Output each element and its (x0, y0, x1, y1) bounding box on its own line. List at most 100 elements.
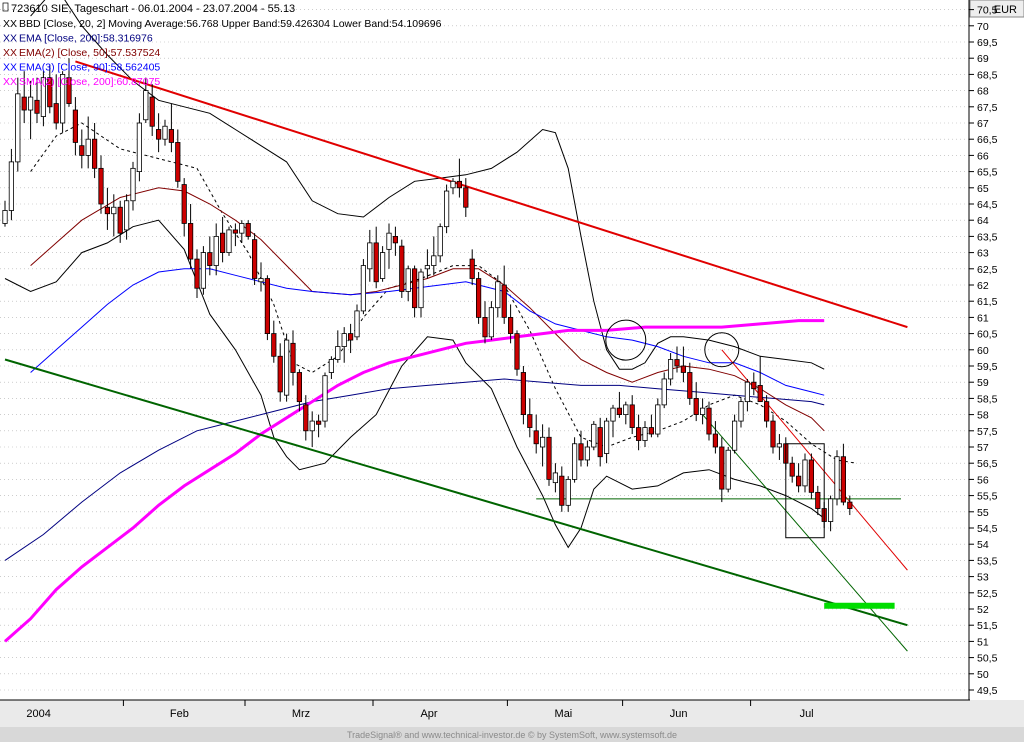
candle (392, 226, 399, 256)
candle-body (610, 407, 616, 422)
candle-body (194, 258, 200, 289)
candle-body (53, 103, 59, 124)
candle (668, 353, 674, 386)
candle-body (584, 446, 591, 461)
candle-body (559, 475, 565, 506)
candle (776, 434, 783, 460)
candle (373, 226, 379, 289)
y-tick-label: 70 (977, 21, 989, 33)
y-tick-label: 52,5 (977, 588, 998, 600)
candle-body (181, 184, 187, 224)
candle (149, 84, 155, 136)
y-tick-label: 51 (977, 636, 989, 648)
candle-body (642, 427, 648, 441)
legend-text: EMA(3) [Close, 90]:58.562405 (19, 62, 160, 74)
candle (488, 301, 495, 341)
y-tick-label: 52 (977, 604, 989, 616)
candle (680, 346, 687, 383)
y-tick-label: 55,5 (977, 491, 998, 503)
y-tick-label: 66 (977, 150, 989, 162)
x-tick-label: Jul (800, 708, 814, 720)
candle-body (296, 372, 303, 403)
candle (693, 382, 699, 422)
resistance-line (75, 60, 908, 329)
candle-body (751, 381, 757, 390)
candle (232, 223, 238, 247)
y-tick-label: 60,5 (977, 329, 998, 341)
y-tick-label: 59,5 (977, 361, 998, 373)
candle (610, 404, 616, 438)
candle (559, 466, 565, 512)
candle-body (251, 239, 258, 279)
legend-text: BBD [Close, 20, 2] Moving Average:56.768… (19, 18, 442, 30)
candle-body (8, 161, 14, 211)
y-tick-label: 49,5 (977, 685, 998, 697)
candle-body (15, 93, 21, 163)
indicator-bbd-upper-band (30, 0, 825, 370)
candle (572, 437, 578, 483)
y-tick-label: 67,5 (977, 102, 998, 114)
candle-body (373, 242, 379, 283)
candle-body (392, 235, 399, 244)
candle (309, 411, 315, 447)
candle-body (770, 420, 776, 448)
highlight-box (785, 443, 825, 539)
candle (155, 113, 162, 153)
candle-body (328, 359, 335, 373)
candle (616, 391, 623, 418)
y-tick-label: 53 (977, 572, 989, 584)
candle-body (565, 478, 571, 506)
candle (66, 58, 72, 107)
candle-body (578, 443, 584, 461)
candle-body (764, 401, 770, 422)
legend-entry: XX BBD [Close, 20, 2] Moving Average:56.7… (3, 18, 442, 30)
candle-body (757, 385, 763, 403)
y-tick-label: 65,5 (977, 167, 998, 179)
candle-body (405, 268, 411, 292)
y-tick-label: 69,5 (977, 37, 998, 49)
support-line (4, 358, 908, 627)
candle (219, 216, 226, 263)
candle-body (85, 138, 91, 156)
candle (72, 97, 78, 156)
legend-text: SMA(2) [Close, 200]:60.87075 (19, 76, 160, 88)
candle (271, 320, 277, 363)
candle-body (732, 420, 738, 451)
candle-body (443, 190, 450, 228)
candle (386, 223, 392, 269)
currency-box (969, 0, 1024, 18)
candle-body (219, 232, 226, 254)
legend-prefix: XX (3, 18, 17, 30)
candle-body (277, 355, 283, 393)
y-tick-label: 62 (977, 280, 989, 292)
candle (8, 148, 14, 221)
y-tick-label: 57,5 (977, 426, 998, 438)
y-tick-label: 69 (977, 53, 989, 65)
candle-body (66, 77, 72, 104)
candle-body (354, 310, 360, 338)
candle (552, 463, 559, 493)
y-tick-label: 54 (977, 539, 989, 551)
candle (53, 74, 59, 130)
candle-body (315, 420, 322, 425)
candle (296, 369, 303, 412)
candle-body (687, 372, 693, 399)
y-axis-ticks: 49,5 50 50,5 51 51,5 52 52,5 53 53,5 54 54,5 55 55,5… (969, 5, 998, 697)
candle-body (175, 142, 181, 182)
candle-body (706, 407, 712, 435)
candle (60, 71, 66, 133)
candle-body (411, 268, 418, 309)
candle-body (72, 109, 78, 143)
y-tick-label: 68 (977, 86, 989, 98)
candle (98, 155, 104, 214)
candle-body (117, 206, 123, 234)
candle (604, 417, 610, 464)
y-tick-label: 50 (977, 669, 989, 681)
candle-body (540, 436, 546, 448)
candle (597, 417, 603, 467)
candle (124, 194, 130, 240)
currency-label: EUR (994, 4, 1017, 16)
candle (104, 187, 110, 230)
candle-body (2, 210, 8, 224)
